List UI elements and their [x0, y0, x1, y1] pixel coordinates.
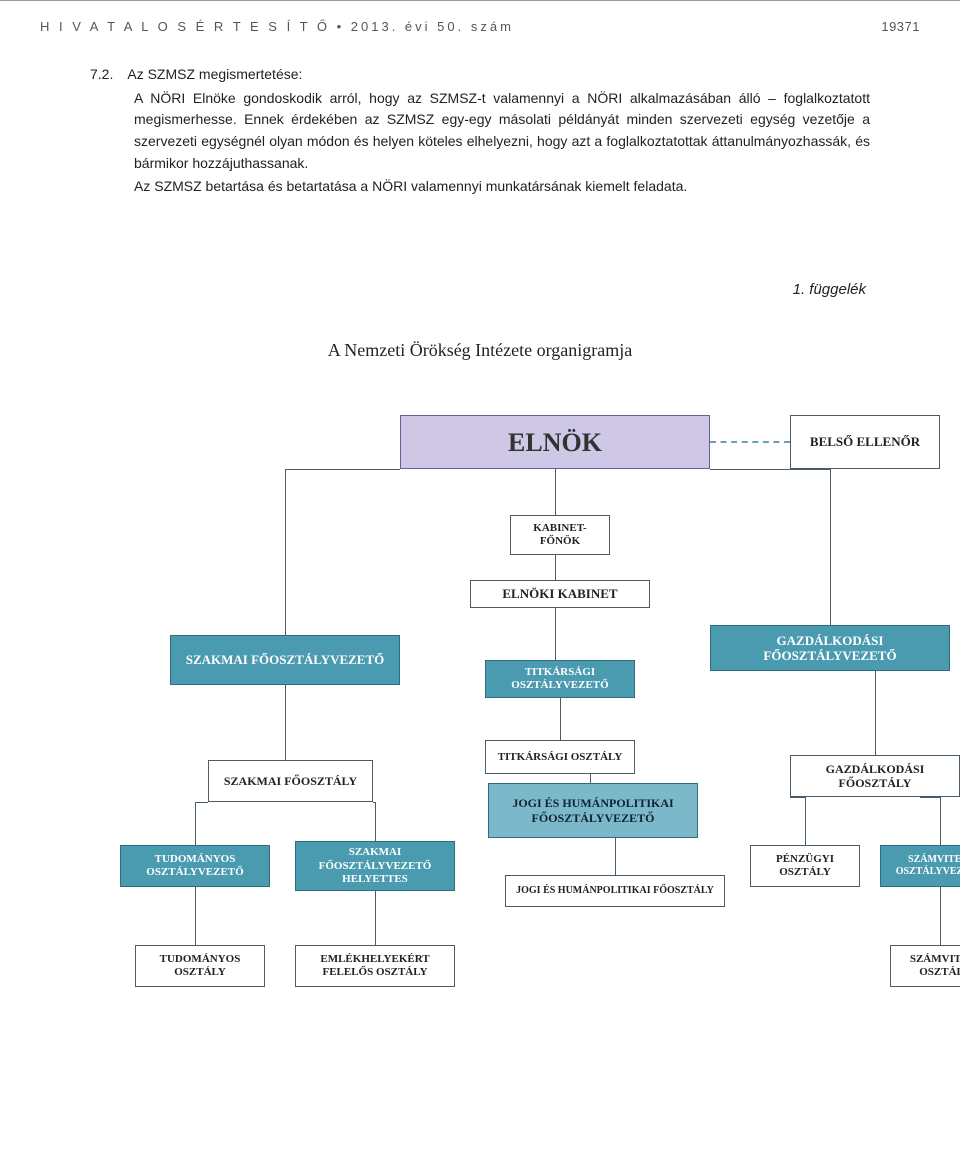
connector-line	[875, 671, 876, 755]
org-chart: ELNÖK BELSŐ ELLENŐR KABINET-FŐNÖK ELNÖKI KA…	[90, 405, 960, 1055]
connector-line	[560, 698, 561, 740]
connector-line	[555, 469, 556, 515]
connector-line	[790, 797, 805, 798]
org-box-kabinetfonok: KABINET-FŐNÖK	[510, 515, 610, 555]
paragraph-1: A NÖRI Elnöke gondoskodik arról, hogy az…	[134, 88, 870, 175]
connector-line	[195, 887, 196, 945]
connector-line	[375, 802, 376, 841]
appendix-label: 1. függelék	[90, 278, 870, 301]
page-content: 7.2. Az SZMSZ megismertetése: A NÖRI Elnö…	[0, 42, 960, 1055]
connector-line	[615, 838, 616, 875]
org-box-tud_ov: TUDOMÁNYOS OSZTÁLYVEZETŐ	[120, 845, 270, 887]
connector-line	[555, 555, 556, 580]
org-box-elnoki_kabinet: ELNÖKI KABINET	[470, 580, 650, 608]
connector-line	[373, 802, 375, 803]
page-header: H I V A T A L O S É R T E S Í T Ő • 2013…	[0, 0, 960, 42]
org-box-szakmai_fooszt: SZAKMAI FŐOSZTÁLY	[208, 760, 373, 802]
org-box-jogi_hum_fooszt: JOGI ÉS HUMÁNPOLITIKAI FŐOSZTÁLY	[505, 875, 725, 907]
section-number: 7.2.	[90, 64, 113, 86]
connector-line	[830, 469, 831, 625]
connector-line	[285, 685, 286, 760]
org-box-szamviteli_oszt: SZÁMVITELI OSZTÁLY	[890, 945, 960, 987]
connector-line	[375, 891, 376, 945]
org-box-elnok: ELNÖK	[400, 415, 710, 469]
org-box-belso: BELSŐ ELLENŐR	[790, 415, 940, 469]
connector-line	[555, 608, 556, 660]
section-title: Az SZMSZ megismertetése:	[127, 66, 302, 82]
org-box-tud_oszt: TUDOMÁNYOS OSZTÁLY	[135, 945, 265, 987]
paragraph-2: Az SZMSZ betartása és betartatása a NÖRI…	[134, 176, 870, 198]
section-lead: 7.2. Az SZMSZ megismertetése:	[90, 64, 870, 86]
org-box-penzugyi_oszt: PÉNZÜGYI OSZTÁLY	[750, 845, 860, 887]
connector-line	[710, 469, 830, 470]
header-right: 19371	[881, 19, 920, 34]
org-box-titkarsagi_ov: TITKÁRSÁGI OSZTÁLYVEZETŐ	[485, 660, 635, 698]
org-box-szakmai_fov: SZAKMAI FŐOSZTÁLYVEZETŐ	[170, 635, 400, 685]
connector-line	[195, 802, 196, 845]
connector-line	[590, 774, 591, 783]
connector-line	[195, 802, 208, 803]
connector-line	[940, 887, 941, 945]
connector-line	[710, 441, 790, 443]
org-box-szamviteli_ov: SZÁMVITELI OSZTÁLYVEZETŐ	[880, 845, 960, 887]
header-left: H I V A T A L O S É R T E S Í T Ő • 2013…	[40, 19, 514, 34]
connector-line	[285, 469, 400, 470]
connector-line	[940, 797, 941, 845]
org-box-jogi_hum_fov: JOGI ÉS HUMÁNPOLITIKAI FŐOSZTÁLYVEZETŐ	[488, 783, 698, 838]
connector-line	[285, 469, 286, 635]
org-box-gazd_fooszt: GAZDÁLKODÁSI FŐOSZTÁLY	[790, 755, 960, 797]
connector-line	[805, 797, 806, 845]
chart-title: A Nemzeti Örökség Intézete organigramja	[90, 337, 870, 365]
connector-line	[920, 797, 940, 798]
org-box-titkarsagi_oszt: TITKÁRSÁGI OSZTÁLY	[485, 740, 635, 774]
org-box-gazd_fov: GAZDÁLKODÁSI FŐOSZTÁLYVEZETŐ	[710, 625, 950, 671]
org-box-szakmai_fov_hely: SZAKMAI FŐOSZTÁLYVEZETŐ HELYETTES	[295, 841, 455, 891]
org-box-emlek_oszt: EMLÉKHELYEKÉRT FELELŐS OSZTÁLY	[295, 945, 455, 987]
